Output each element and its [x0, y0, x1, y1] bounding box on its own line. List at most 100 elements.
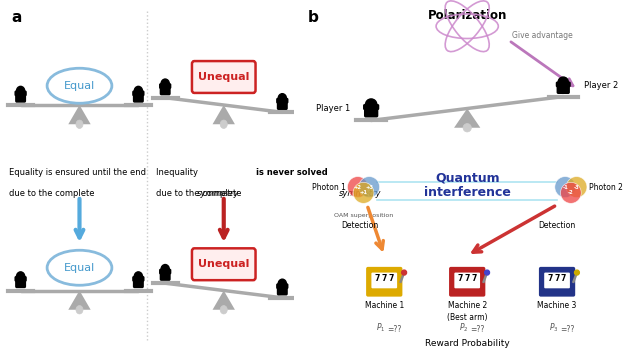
Text: 7: 7	[465, 274, 470, 283]
Circle shape	[76, 306, 83, 314]
Ellipse shape	[47, 250, 112, 285]
Circle shape	[17, 272, 25, 282]
Text: Unequal: Unequal	[198, 72, 250, 82]
Circle shape	[575, 270, 579, 275]
Text: a: a	[12, 10, 22, 26]
Circle shape	[402, 270, 406, 275]
Text: Inequality: Inequality	[156, 168, 201, 177]
FancyBboxPatch shape	[448, 266, 486, 298]
Circle shape	[134, 86, 143, 96]
FancyBboxPatch shape	[159, 83, 172, 89]
Text: 7: 7	[381, 274, 387, 283]
FancyBboxPatch shape	[364, 104, 378, 118]
Text: 7: 7	[375, 274, 380, 283]
Text: Reward Probability: Reward Probability	[425, 339, 509, 348]
Circle shape	[566, 176, 587, 197]
FancyBboxPatch shape	[132, 91, 145, 96]
FancyBboxPatch shape	[363, 104, 380, 110]
Text: symmetry: symmetry	[197, 189, 240, 198]
Circle shape	[558, 77, 568, 88]
Circle shape	[220, 306, 227, 314]
Text: +3: +3	[365, 184, 373, 190]
FancyBboxPatch shape	[544, 273, 570, 288]
Text: 7: 7	[548, 274, 553, 283]
Polygon shape	[212, 290, 235, 310]
Circle shape	[365, 99, 377, 111]
Text: $P_1$: $P_1$	[376, 322, 385, 334]
Text: Equal: Equal	[64, 263, 95, 273]
Text: $P_2$: $P_2$	[459, 322, 468, 334]
FancyBboxPatch shape	[538, 266, 576, 298]
Text: Photon 1: Photon 1	[312, 183, 346, 192]
Text: 7: 7	[458, 274, 463, 283]
Circle shape	[348, 176, 368, 197]
FancyBboxPatch shape	[276, 98, 289, 104]
Text: 7: 7	[388, 274, 394, 283]
Text: Quantum
interference: Quantum interference	[424, 172, 511, 200]
Text: (Best arm): (Best arm)	[447, 313, 488, 322]
FancyBboxPatch shape	[365, 266, 403, 298]
Text: b: b	[308, 10, 319, 26]
Text: -3: -3	[573, 184, 579, 190]
Text: Give advantage: Give advantage	[512, 31, 573, 40]
FancyBboxPatch shape	[159, 269, 172, 274]
Text: Player 2: Player 2	[584, 80, 618, 90]
Text: =??: =??	[387, 325, 402, 334]
Circle shape	[278, 94, 287, 104]
Text: Machine 1: Machine 1	[365, 301, 404, 310]
Circle shape	[353, 182, 374, 203]
Text: =??: =??	[470, 325, 484, 334]
Polygon shape	[454, 108, 481, 128]
Circle shape	[161, 79, 170, 89]
Circle shape	[463, 124, 471, 132]
Circle shape	[134, 272, 143, 282]
FancyBboxPatch shape	[277, 284, 288, 295]
Circle shape	[561, 182, 581, 203]
Text: Player 1: Player 1	[316, 104, 351, 113]
FancyBboxPatch shape	[160, 269, 171, 281]
Text: Detection: Detection	[341, 220, 379, 230]
Ellipse shape	[47, 68, 112, 103]
FancyBboxPatch shape	[371, 273, 397, 288]
Text: symmetry: symmetry	[339, 189, 381, 198]
FancyBboxPatch shape	[133, 276, 144, 288]
Text: Equality is ensured until the end: Equality is ensured until the end	[9, 168, 146, 177]
FancyBboxPatch shape	[15, 91, 27, 96]
FancyBboxPatch shape	[160, 83, 171, 95]
Text: 7: 7	[471, 274, 477, 283]
Circle shape	[484, 270, 490, 275]
Circle shape	[17, 86, 25, 96]
Text: 7: 7	[561, 274, 566, 283]
Text: due to the complete: due to the complete	[156, 189, 244, 198]
FancyBboxPatch shape	[133, 91, 144, 103]
Circle shape	[278, 279, 287, 289]
Text: 7: 7	[554, 274, 560, 283]
Text: is never solved: is never solved	[257, 168, 328, 177]
Text: +2: +2	[354, 184, 362, 190]
Circle shape	[555, 176, 575, 197]
FancyBboxPatch shape	[277, 98, 288, 110]
Text: $P_3$: $P_3$	[548, 322, 559, 334]
Text: -1: -1	[563, 184, 568, 190]
FancyBboxPatch shape	[556, 82, 571, 87]
FancyBboxPatch shape	[15, 276, 26, 288]
Text: -2: -2	[568, 190, 573, 195]
Text: Machine 3: Machine 3	[538, 301, 577, 310]
Text: OAM superposition: OAM superposition	[334, 214, 393, 218]
Circle shape	[220, 120, 227, 128]
Text: Machine 2: Machine 2	[447, 301, 487, 310]
Polygon shape	[212, 105, 235, 124]
Text: =??: =??	[560, 325, 575, 334]
FancyBboxPatch shape	[15, 276, 27, 282]
Text: Photon 2: Photon 2	[589, 183, 623, 192]
Polygon shape	[68, 290, 91, 310]
FancyBboxPatch shape	[276, 284, 289, 289]
FancyBboxPatch shape	[192, 61, 255, 93]
Text: Detection: Detection	[538, 220, 576, 230]
FancyBboxPatch shape	[557, 82, 570, 94]
Text: Unequal: Unequal	[198, 259, 250, 269]
FancyBboxPatch shape	[15, 91, 26, 103]
FancyBboxPatch shape	[132, 276, 145, 282]
Circle shape	[161, 265, 170, 274]
Text: due to the complete: due to the complete	[9, 189, 97, 198]
